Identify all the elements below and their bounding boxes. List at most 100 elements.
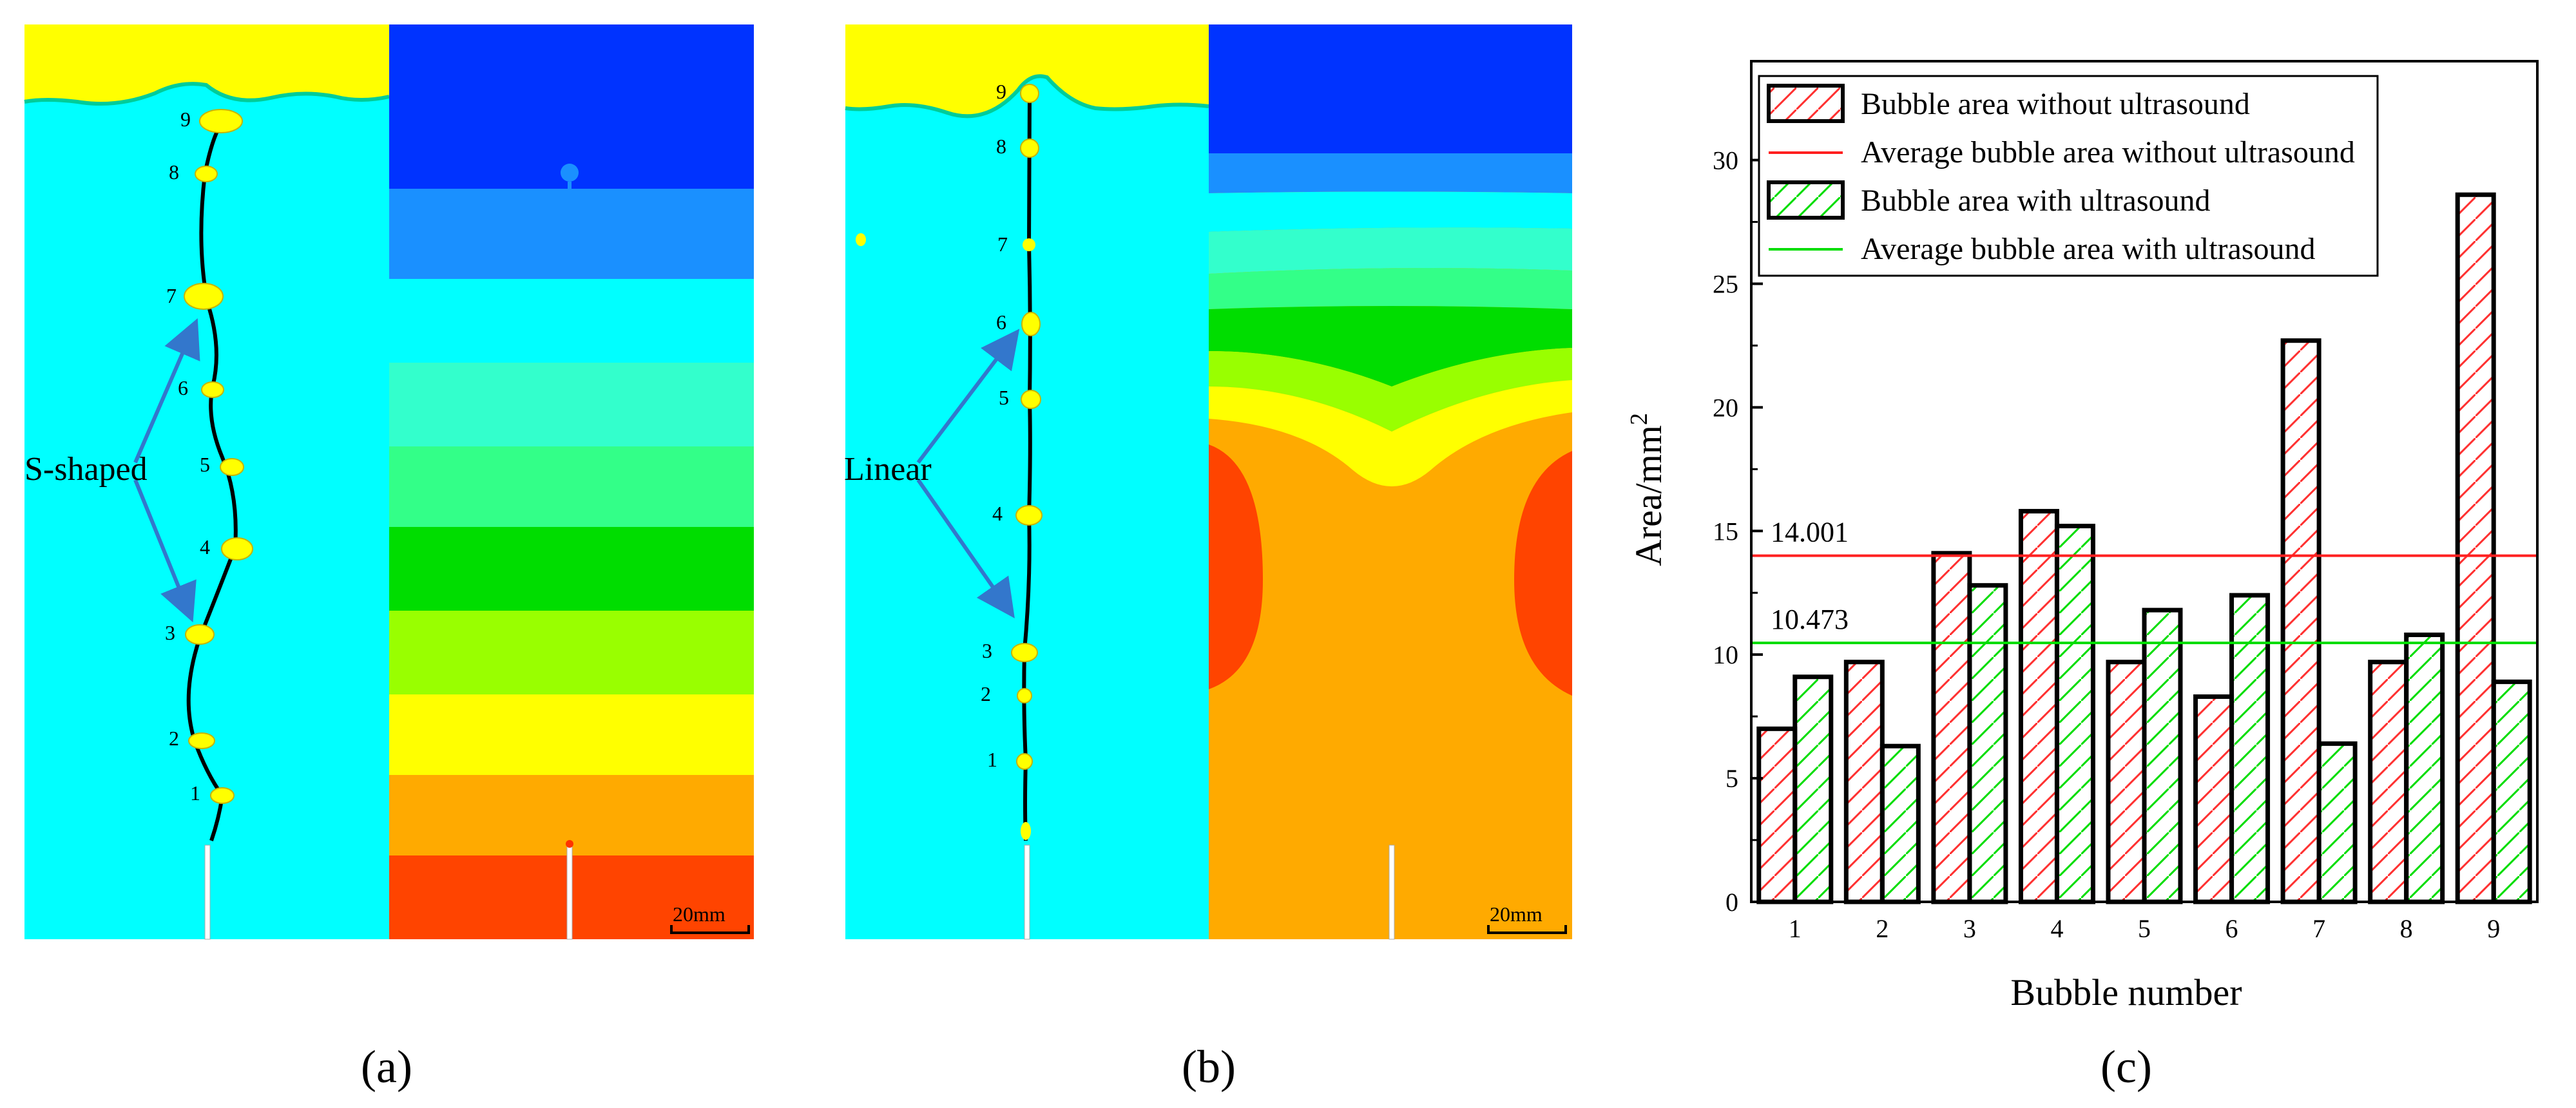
- panel-b-bubble-label: 7: [997, 233, 1008, 256]
- panel-a-bubble: [220, 458, 244, 476]
- panel-b-bubble: [1021, 822, 1031, 840]
- panel-a-scale-bar: [670, 925, 750, 934]
- x-axis: 1 2 3 4 5 6 7 8 9: [1789, 890, 2500, 943]
- legend-box: [1758, 75, 2379, 277]
- panel-a-bubble: [185, 624, 215, 645]
- panel-a-bubble-label: 4: [200, 535, 210, 559]
- panel-b-bubble: [1011, 643, 1038, 662]
- panel-a-bubble: [195, 166, 218, 182]
- x-tick-label: 9: [2487, 914, 2500, 943]
- bar-with-ultrasound-2: [1879, 743, 1921, 904]
- bar-without-ultrasound-4: [2018, 509, 2059, 904]
- panel-a-bubble: [199, 109, 243, 133]
- panel-b-bubble: [1015, 505, 1043, 526]
- panel-a-bubble-label: 2: [169, 727, 179, 750]
- panel-b-scale-bar-label: 20mm: [1490, 903, 1543, 926]
- x-tick-label: 7: [2312, 914, 2325, 943]
- panel-b-annotation-arrow: [916, 329, 1020, 464]
- bar-with-ultrasound-1: [1793, 674, 1834, 904]
- panel-c-chart: 14.001 10.473 0 5 10 15 20 25 30 1 2 3 4 5 6 7 8 9 Bubb…: [1626, 60, 2539, 1093]
- panel-b-bubble: [1017, 688, 1032, 703]
- bar-without-ultrasound-5: [2106, 660, 2147, 904]
- bar-with-ultrasound-3: [1967, 583, 2008, 904]
- x-tick-label: 5: [2138, 914, 2151, 943]
- panel-a-bubble: [210, 787, 235, 804]
- x-axis-label: Bubble number: [2010, 971, 2242, 1013]
- panel-a-contour-band: [389, 24, 754, 189]
- panel-a-bubble-label: 9: [180, 108, 191, 131]
- panel-b-bubble-label: 8: [996, 135, 1006, 158]
- y-tick-label: 0: [1725, 888, 1738, 917]
- panel-b-annotation-arrow: [916, 479, 1015, 618]
- panel-b-caption: (b): [1182, 1041, 1236, 1093]
- y-tick-label: 15: [1713, 517, 1738, 546]
- panel-b-annotation: Linear: [844, 451, 932, 488]
- panel-a-bubble-label: 5: [200, 453, 210, 476]
- panel-a-annotation-arrow: [133, 479, 197, 623]
- panel-c-caption: (c): [2100, 1041, 2152, 1093]
- y-axis-label: Area/mm2: [1626, 413, 1669, 566]
- y-tick-label: 20: [1713, 393, 1738, 422]
- panel-a-bubble-label: 3: [165, 621, 175, 644]
- bar-without-ultrasound-1: [1756, 726, 1798, 904]
- panel-b-bubble: [1021, 390, 1041, 409]
- panel-a-annotation: S-shaped: [24, 451, 148, 488]
- panel-b-bubble-label: 5: [999, 386, 1009, 409]
- panel-a-annotation-arrow: [133, 318, 200, 464]
- panel-b-bubble: [1020, 138, 1039, 158]
- bar-without-ultrasound-7: [2280, 338, 2321, 904]
- bar-without-ultrasound-8: [2368, 660, 2409, 904]
- legend-label: Bubble area with ultrasound: [1861, 184, 2211, 218]
- panel-b-bubble-label: 1: [987, 748, 997, 771]
- panel-b: 1 2 3 4 5 6 7 8 9 Linear 20mm (b): [844, 24, 1572, 1093]
- panel-a-gas-region: [24, 24, 389, 104]
- panel-a-bubble-label: 8: [169, 160, 179, 184]
- panel-a-bubble-label: 6: [178, 376, 188, 399]
- x-tick-label: 6: [2225, 914, 2238, 943]
- panel-b-bubble: [1016, 753, 1033, 770]
- legend-label: Bubble area without ultrasound: [1861, 87, 2250, 121]
- y-axis: 0 5 10 15 20 25 30: [1713, 146, 1763, 917]
- x-tick-label: 8: [2400, 914, 2413, 943]
- bar-with-ultrasound-4: [2054, 524, 2095, 904]
- panel-b-bubble: [1023, 238, 1035, 251]
- panel-a-bubble: [221, 537, 253, 560]
- avg-line-label: 14.001: [1771, 517, 1849, 548]
- panel-b-bubble: [1020, 84, 1039, 103]
- x-tick-label: 1: [1789, 914, 1802, 943]
- bar-with-ultrasound-8: [2404, 632, 2445, 904]
- panel-a-bubble-label: 7: [166, 284, 177, 307]
- panel-b-bubble-label: 3: [982, 639, 992, 662]
- x-tick-label: 3: [1963, 914, 1976, 943]
- reference-lines-layer: 14.001 10.473: [1751, 517, 2537, 645]
- panel-a-bubble: [188, 732, 215, 749]
- panel-b-scale-bar: [1487, 925, 1567, 934]
- bar-without-ultrasound-9: [2455, 192, 2496, 904]
- y-tick-label: 30: [1713, 146, 1738, 175]
- x-tick-label: 4: [2050, 914, 2063, 943]
- legend-swatch-without: [1767, 84, 1845, 123]
- panel-a-bubble: [184, 283, 224, 310]
- legend-swatch-with: [1767, 180, 1845, 220]
- bar-without-ultrasound-3: [1931, 551, 1972, 904]
- legend-label: Average bubble area with ultrasound: [1861, 232, 2316, 266]
- panel-b-bubble-label: 4: [992, 502, 1003, 525]
- bars-layer: [1756, 192, 2532, 904]
- bar-with-ultrasound-5: [2142, 607, 2183, 904]
- y-tick-label: 25: [1713, 269, 1738, 298]
- avg-line-label: 10.473: [1771, 604, 1849, 635]
- panel-a-caption: (a): [361, 1041, 412, 1093]
- y-tick-label: 5: [1725, 764, 1738, 793]
- bar-with-ultrasound-9: [2491, 679, 2532, 904]
- bar-with-ultrasound-7: [2316, 741, 2358, 904]
- y-tick-label: 10: [1713, 640, 1738, 669]
- bar-with-ultrasound-6: [2229, 593, 2271, 904]
- x-tick-label: 2: [1876, 914, 1889, 943]
- panel-b-gas-region: [845, 24, 1209, 117]
- bar-without-ultrasound-6: [2193, 694, 2235, 904]
- panel-b-bubble: [1021, 312, 1041, 336]
- panel-b-bubble-label: 6: [996, 310, 1006, 334]
- panel-b-bubble-label: 2: [981, 682, 991, 705]
- panel-a-bubble-label: 1: [190, 781, 200, 805]
